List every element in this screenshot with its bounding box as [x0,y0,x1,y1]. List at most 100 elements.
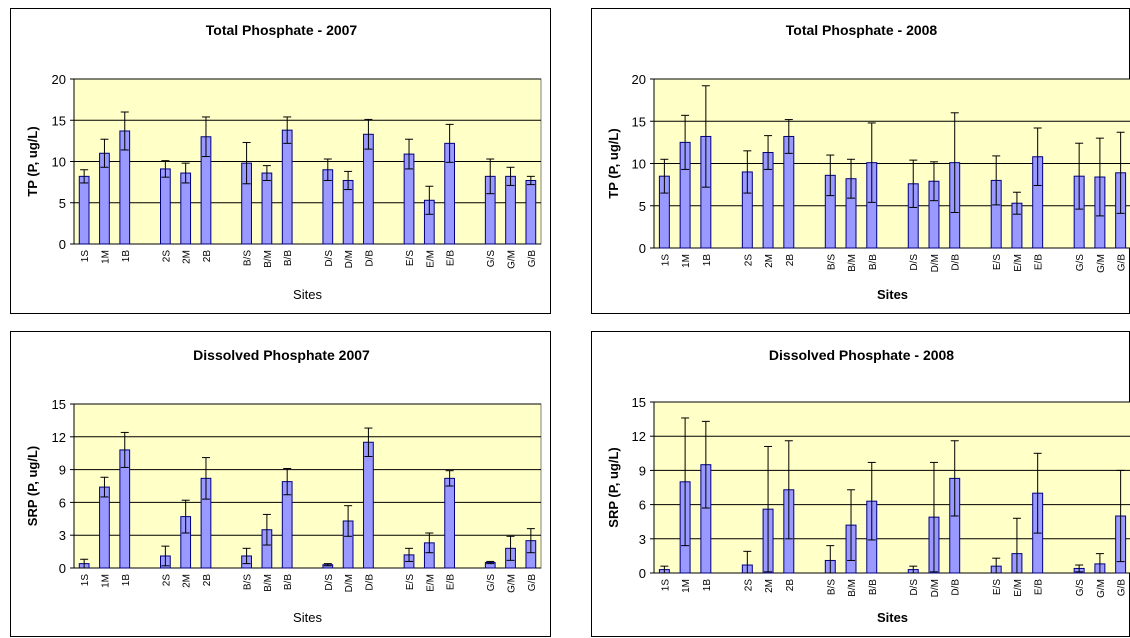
x-tick-label: E/S [992,579,1003,595]
bar [261,172,273,245]
y-tick-label: 12 [52,430,66,445]
x-tick-label: G/S [486,574,497,592]
x-tick-label: G/B [1117,254,1128,272]
x-tick-label: D/B [364,250,375,267]
x-tick-label: 2B [785,254,796,267]
bar [281,129,293,245]
y-tick-label: 10 [52,155,66,170]
x-tick-label: B/S [826,579,837,595]
x-axis-label: Sites [877,287,908,302]
x-tick-label: D/S [324,250,335,267]
x-tick-label: E/B [446,574,457,590]
x-tick-label: B/M [847,254,858,272]
x-tick-label: E/M [425,574,436,592]
x-tick-label: 2S [743,254,754,267]
chart-title: Total Phosphate - 2008 [786,22,938,38]
x-tick-label: 1S [660,579,671,592]
x-tick-label: D/S [909,579,920,596]
x-tick-label: G/S [486,250,497,268]
x-tick-label: 1M [681,579,692,593]
y-tick-label: 3 [639,532,646,547]
x-tick-label: 2M [182,250,193,264]
x-tick-label: B/B [283,574,294,590]
y-tick-label: 9 [639,463,646,478]
x-tick-label: B/M [263,574,274,592]
x-tick-label: 1M [100,574,111,588]
x-tick-label: D/B [951,254,962,271]
y-tick-label: 0 [639,241,646,256]
x-tick-label: 1M [100,250,111,264]
x-tick-label: D/M [344,574,355,592]
bar [180,172,192,245]
chart-title: Dissolved Phosphate - 2008 [769,347,954,363]
plot-area [73,403,542,569]
bar [444,477,456,569]
x-tick-label: 1B [702,254,713,267]
x-tick-label: D/M [930,254,941,272]
chart-srp-2007: Dissolved Phosphate 2007 0 3 6 9 12 15 1S 1M 1B 2S… [10,331,551,637]
bar [505,175,516,245]
y-axis-label: TP (P, ug/L) [606,128,621,198]
x-tick-label: D/M [930,579,941,597]
x-tick-label: D/S [909,254,920,271]
x-tick-label: B/B [868,579,879,595]
x-tick-label: D/M [344,250,355,268]
y-tick-label: 0 [59,561,66,576]
bar [78,175,90,245]
x-tick-label: 1S [660,254,671,267]
x-tick-label: 1B [702,579,713,592]
x-tick-label: 2B [785,579,796,592]
x-tick-label: 2B [202,250,213,263]
x-tick-label: G/M [1096,254,1107,273]
x-tick-label: E/B [1034,254,1045,270]
x-tick-label: 1S [80,574,91,587]
chart-title: Total Phosphate - 2007 [206,22,358,38]
y-axis-label: SRP (P, ug/L) [606,447,621,527]
y-tick-label: 5 [59,196,66,211]
y-tick-label: 3 [59,528,66,543]
x-tick-label: 1M [681,254,692,268]
y-tick-label: 15 [52,113,66,128]
x-tick-label: B/M [263,250,274,268]
x-tick-label: 1B [121,574,132,587]
x-tick-label: 2M [764,254,775,268]
x-axis-label: Sites [877,610,908,625]
x-tick-label: E/M [1013,579,1024,597]
x-tick-label: D/B [364,574,375,591]
x-tick-label: B/S [243,250,254,266]
x-tick-label: E/B [1034,579,1045,595]
y-tick-label: 0 [639,566,646,581]
x-tick-label: 1B [121,250,132,263]
chart-srp-2008: Dissolved Phosphate - 2008 0 3 6 9 12 15 1S 1M 1B… [591,331,1130,637]
y-tick-label: 15 [632,395,646,410]
x-tick-label: G/B [527,574,538,592]
x-tick-label: B/S [243,574,254,590]
x-tick-label: G/B [1117,579,1128,597]
chart-svg: Total Phosphate - 2007 0 5 10 15 20 1S 1M 1B 2S 2M… [25,22,542,302]
y-tick-label: 6 [639,498,646,513]
chart-title: Dissolved Phosphate 2007 [193,347,370,363]
x-tick-label: B/M [847,579,858,597]
x-tick-label: E/M [425,250,436,268]
y-tick-label: 0 [59,237,66,252]
x-tick-label: 1S [80,250,91,263]
bar [363,133,374,245]
x-tick-label: E/S [992,254,1003,270]
x-tick-label: D/S [324,574,335,591]
x-tick-label: B/B [283,250,294,266]
x-axis-label: Sites [293,287,322,302]
y-tick-label: 20 [52,72,66,87]
chart-svg: Dissolved Phosphate - 2008 0 3 6 9 12 15 1S 1M 1B… [606,347,1130,625]
bar [159,168,171,245]
y-tick-label: 10 [632,157,646,172]
x-tick-label: B/B [868,254,879,270]
x-tick-label: B/S [826,254,837,270]
y-tick-label: 9 [59,463,66,478]
bar [525,179,537,245]
x-tick-label: E/S [405,250,416,266]
x-tick-label: G/M [507,250,518,269]
x-tick-label: E/B [446,250,457,266]
x-tick-label: D/B [951,579,962,596]
y-tick-label: 15 [632,114,646,129]
x-tick-label: 2S [743,579,754,592]
